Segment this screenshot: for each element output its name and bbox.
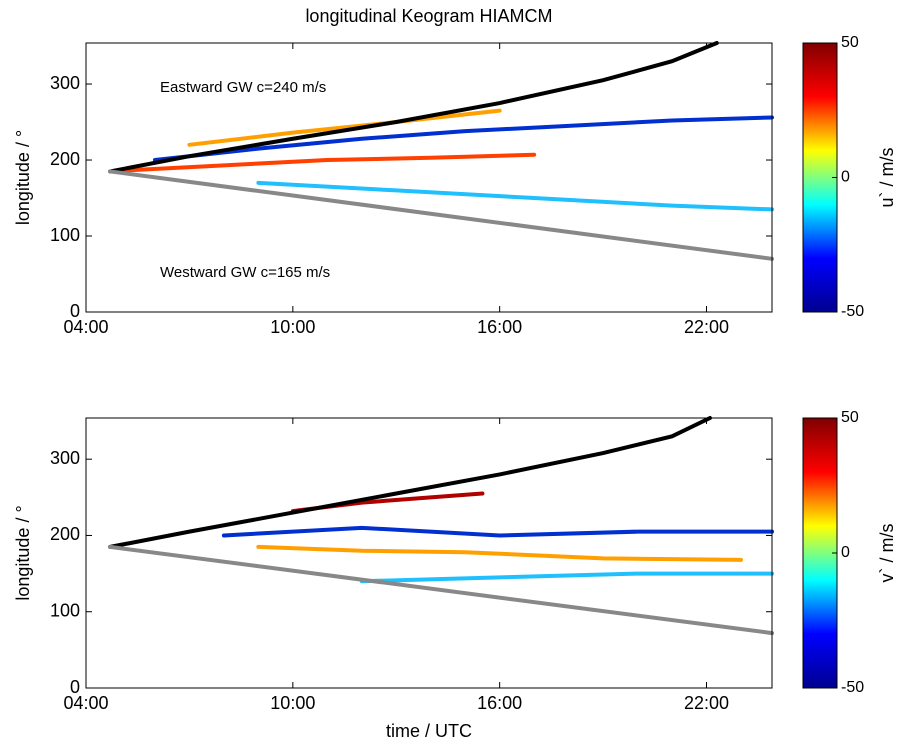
colorbar-label: v` / m/s [877, 524, 897, 583]
y-tick-label: 300 [50, 448, 80, 468]
colorbar-tick-label: 50 [841, 409, 859, 426]
series-line [256, 180, 774, 212]
colorbar-tick-label: 0 [841, 169, 850, 186]
series-line [108, 544, 774, 636]
series-line [221, 525, 774, 538]
x-tick-label: 22:00 [684, 317, 729, 337]
x-tick-label: 10:00 [270, 317, 315, 337]
colorbar-label: u` / m/s [877, 147, 897, 207]
annotation: Eastward GW c=240 m/s [160, 79, 326, 96]
y-tick-label: 200 [50, 149, 80, 169]
axes-frame [85, 42, 773, 313]
series-line [118, 152, 537, 173]
axes-frame [85, 417, 773, 689]
colorbar-tick-label: 0 [841, 544, 850, 561]
x-tick-label: 16:00 [477, 317, 522, 337]
colorbar-tick-label: -50 [841, 303, 864, 320]
y-tick-label: 100 [50, 600, 80, 620]
x-axis-label: time / UTC [386, 721, 472, 741]
series-line [108, 416, 712, 549]
x-tick-label: 16:00 [477, 693, 522, 713]
x-tick-label: 22:00 [684, 693, 729, 713]
colorbar [802, 417, 838, 689]
series-line [152, 115, 774, 163]
colorbar-tick-label: -50 [841, 679, 864, 696]
y-tick-label: 100 [50, 225, 80, 245]
annotation: Westward GW c=165 m/s [160, 264, 330, 281]
y-axis-label: longitude / ° [13, 130, 33, 225]
x-tick-label: 04:00 [63, 693, 108, 713]
plot-area [86, 43, 772, 312]
series-line [359, 571, 774, 584]
colorbar [802, 42, 838, 313]
y-tick-label: 300 [50, 73, 80, 93]
series-line [108, 41, 719, 174]
x-tick-label: 04:00 [63, 317, 108, 337]
y-tick-label: 0 [70, 677, 80, 697]
series-line [256, 544, 743, 562]
y-axis-label: longitude / ° [13, 505, 33, 600]
figure-title: longitudinal Keogram HIAMCM [305, 6, 552, 26]
y-tick-label: 200 [50, 524, 80, 544]
series-line [108, 169, 774, 261]
x-tick-label: 10:00 [270, 693, 315, 713]
y-tick-label: 0 [70, 301, 80, 321]
colorbar-tick-label: 50 [841, 34, 859, 51]
series-line [187, 108, 502, 147]
